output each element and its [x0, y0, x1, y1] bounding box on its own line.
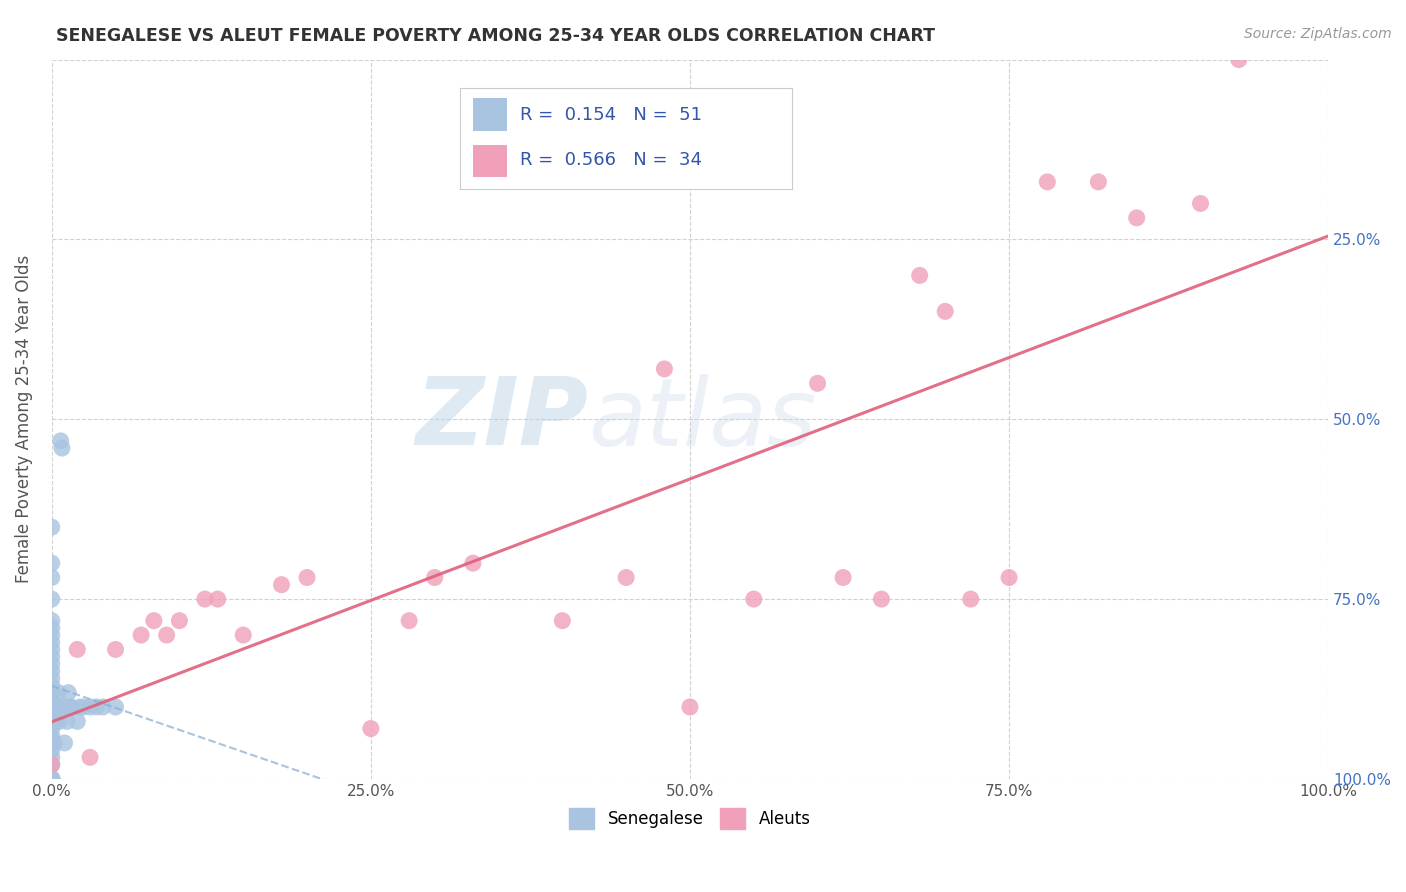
Point	[614, 570, 637, 584]
Point	[56, 714, 79, 729]
Text: SENEGALESE VS ALEUT FEMALE POVERTY AMONG 25-34 YEAR OLDS CORRELATION CHART: SENEGALESE VS ALEUT FEMALE POVERTY AMONG…	[56, 27, 935, 45]
Point	[104, 642, 127, 657]
Point	[41, 628, 63, 642]
Point	[870, 592, 893, 607]
Point	[41, 664, 63, 678]
Point	[742, 592, 765, 607]
Point	[79, 750, 101, 764]
Point	[41, 520, 63, 534]
Point	[169, 614, 191, 628]
Point	[69, 700, 91, 714]
Point	[41, 736, 63, 750]
Point	[360, 722, 382, 736]
Point	[41, 642, 63, 657]
Point	[41, 592, 63, 607]
Point	[41, 614, 63, 628]
Point	[48, 714, 70, 729]
Point	[998, 570, 1021, 584]
Point	[41, 671, 63, 685]
Point	[129, 628, 152, 642]
Point	[46, 685, 69, 699]
Point	[66, 642, 89, 657]
Y-axis label: Female Poverty Among 25-34 Year Olds: Female Poverty Among 25-34 Year Olds	[15, 255, 32, 583]
Point	[832, 570, 855, 584]
Point	[41, 693, 63, 707]
Text: ZIP: ZIP	[415, 373, 588, 466]
Point	[156, 628, 179, 642]
Point	[59, 700, 82, 714]
Point	[41, 772, 63, 786]
Point	[41, 772, 63, 786]
Point	[51, 441, 73, 455]
Point	[46, 700, 69, 714]
Point	[194, 592, 217, 607]
Point	[86, 700, 108, 714]
Point	[41, 750, 63, 764]
Point	[679, 700, 702, 714]
Point	[91, 700, 114, 714]
Point	[41, 729, 63, 743]
Point	[207, 592, 229, 607]
Point	[104, 700, 127, 714]
Point	[44, 736, 66, 750]
Point	[398, 614, 420, 628]
Point	[41, 657, 63, 671]
Point	[41, 772, 63, 786]
Point	[53, 736, 76, 750]
Point	[49, 434, 72, 448]
Point	[1125, 211, 1147, 225]
Point	[423, 570, 446, 584]
Point	[58, 685, 80, 699]
Point	[270, 577, 292, 591]
Point	[1087, 175, 1109, 189]
Point	[908, 268, 931, 283]
Point	[41, 757, 63, 772]
Point	[1036, 175, 1059, 189]
Point	[295, 570, 318, 584]
Point	[45, 700, 67, 714]
Point	[461, 556, 484, 570]
Point	[41, 635, 63, 649]
Point	[41, 685, 63, 699]
Point	[41, 649, 63, 664]
Point	[806, 376, 828, 391]
Text: Source: ZipAtlas.com: Source: ZipAtlas.com	[1244, 27, 1392, 41]
Point	[41, 621, 63, 635]
Point	[45, 714, 67, 729]
Point	[41, 757, 63, 772]
Point	[142, 614, 165, 628]
Point	[41, 678, 63, 692]
Point	[41, 556, 63, 570]
Point	[654, 362, 676, 376]
Point	[1189, 196, 1212, 211]
Point	[53, 700, 76, 714]
Point	[41, 570, 63, 584]
Point	[41, 772, 63, 786]
Point	[934, 304, 956, 318]
Point	[59, 700, 82, 714]
Point	[73, 700, 96, 714]
Point	[41, 743, 63, 757]
Point	[79, 700, 101, 714]
Point	[232, 628, 254, 642]
Point	[551, 614, 574, 628]
Legend: Senegalese, Aleuts: Senegalese, Aleuts	[562, 802, 817, 835]
Point	[41, 772, 63, 786]
Point	[41, 722, 63, 736]
Point	[41, 707, 63, 722]
Text: atlas: atlas	[588, 374, 815, 465]
Point	[41, 714, 63, 729]
Point	[959, 592, 981, 607]
Point	[41, 700, 63, 714]
Point	[66, 714, 89, 729]
Point	[1227, 53, 1250, 67]
